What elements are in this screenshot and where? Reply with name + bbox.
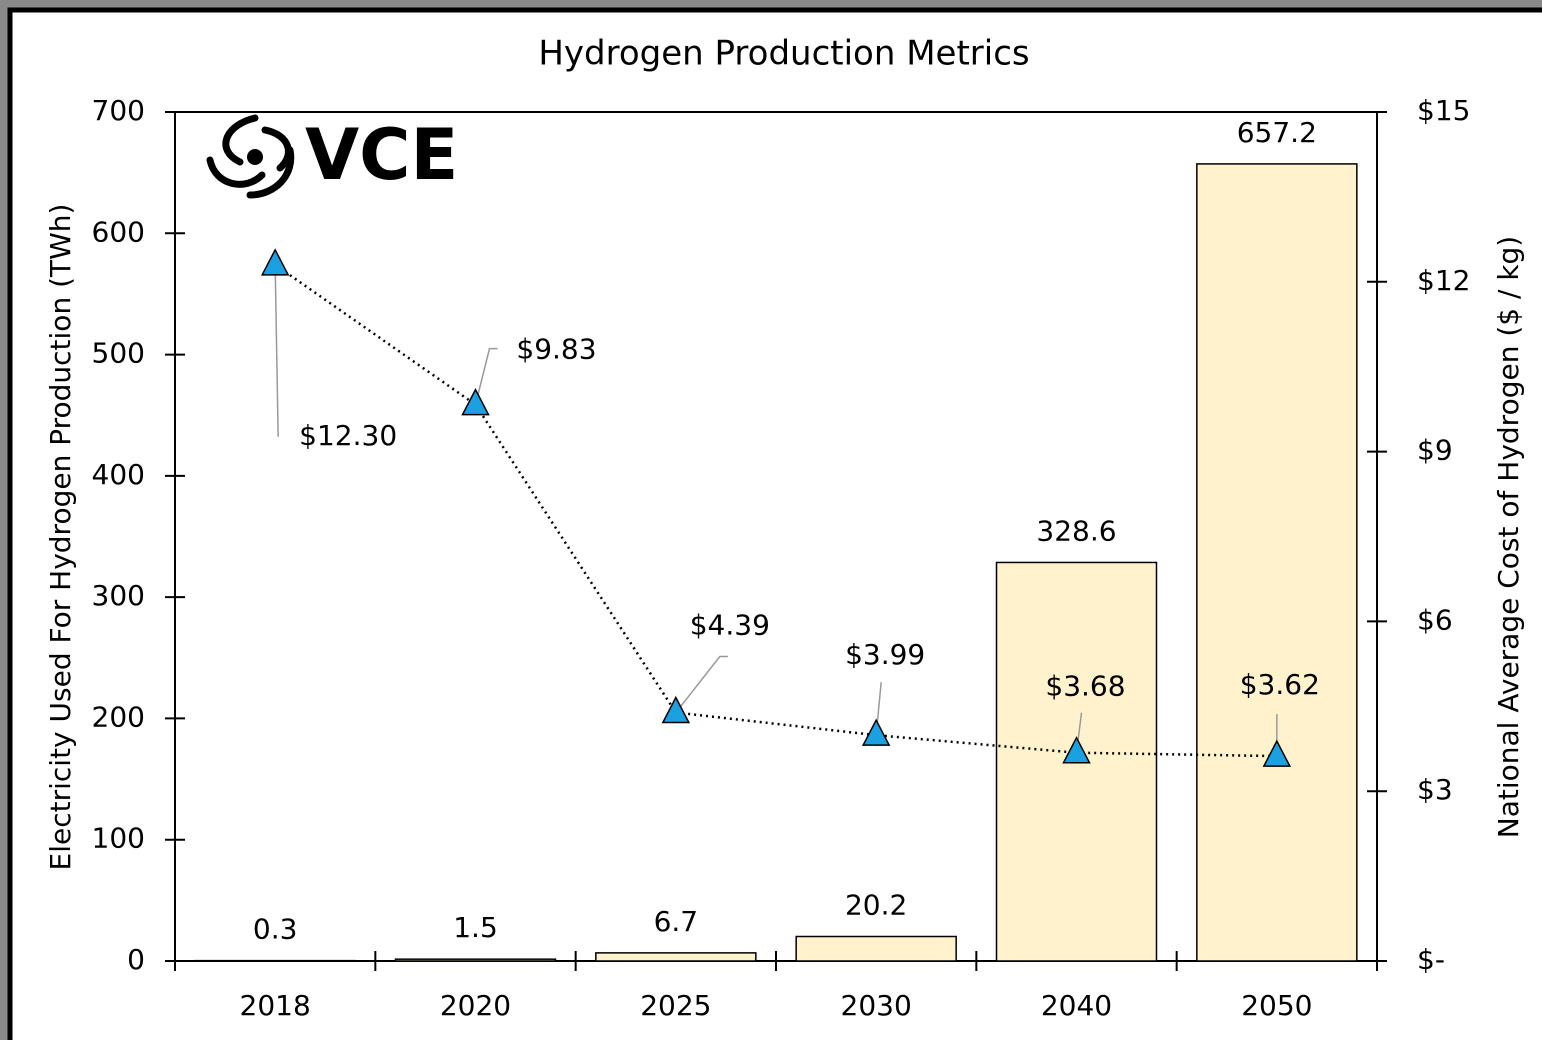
y-tick-label: 500 xyxy=(92,337,145,370)
cost-marker xyxy=(1262,739,1292,767)
y-tick-label: 300 xyxy=(92,579,145,612)
x-tick-label: 2030 xyxy=(841,989,912,1022)
x-tick-label: 2020 xyxy=(440,989,511,1022)
y2-tick-label: $9 xyxy=(1417,434,1453,467)
x-tick-label: 2050 xyxy=(1241,989,1312,1022)
cost-marker xyxy=(260,248,290,276)
cost-value-label: $3.62 xyxy=(1240,668,1320,701)
leader-line xyxy=(675,655,728,713)
x-tick-label: 2018 xyxy=(240,989,311,1022)
cost-marker xyxy=(861,718,891,746)
bar-value-label: 657.2 xyxy=(1237,116,1317,149)
bar-value-label: 1.5 xyxy=(453,911,498,944)
y-tick-label: 400 xyxy=(92,458,145,491)
y2-axis-label: National Average Cost of Hydrogen ($ / k… xyxy=(1492,236,1525,838)
y2-tick-label: $15 xyxy=(1417,94,1470,127)
cost-value-label: $3.99 xyxy=(845,638,925,671)
y-tick-label: 700 xyxy=(92,94,145,127)
chart-title: Hydrogen Production Metrics xyxy=(538,34,1029,74)
bar-value-label: 328.6 xyxy=(1036,514,1116,547)
cost-marker xyxy=(461,387,490,416)
cost-value-label: $9.83 xyxy=(516,333,596,366)
logo-icon xyxy=(206,114,295,199)
cost-marker xyxy=(1062,736,1091,764)
bar-value-label: 20.2 xyxy=(845,889,907,922)
x-tick-label: 2040 xyxy=(1041,989,1112,1022)
y2-tick-label: $- xyxy=(1417,943,1445,976)
y-tick-label: 100 xyxy=(92,822,145,855)
bar-value-label: 6.7 xyxy=(654,905,699,938)
y-tick-label: 0 xyxy=(127,943,145,976)
leader-line xyxy=(274,264,279,437)
y-tick-label: 600 xyxy=(92,215,145,248)
bar-value-label: 0.3 xyxy=(253,913,298,946)
y2-tick-label: $12 xyxy=(1417,264,1470,297)
y-axis-label: Electricity Used For Hydrogen Production… xyxy=(44,204,77,871)
y-tick-label: 200 xyxy=(92,700,145,733)
bar xyxy=(394,958,557,962)
cost-value-label: $3.68 xyxy=(1045,670,1125,703)
bar xyxy=(1196,163,1358,962)
y2-tick-label: $3 xyxy=(1417,773,1453,806)
bar xyxy=(595,952,757,962)
cost-value-label: $4.39 xyxy=(690,609,770,642)
bar xyxy=(795,935,957,962)
cost-value-label: $12.30 xyxy=(299,419,397,452)
x-tick-label: 2025 xyxy=(640,989,711,1022)
leader-line xyxy=(474,347,498,405)
y2-tick-label: $6 xyxy=(1417,603,1453,636)
cost-marker xyxy=(661,695,691,724)
logo-text: VCE xyxy=(305,114,458,196)
